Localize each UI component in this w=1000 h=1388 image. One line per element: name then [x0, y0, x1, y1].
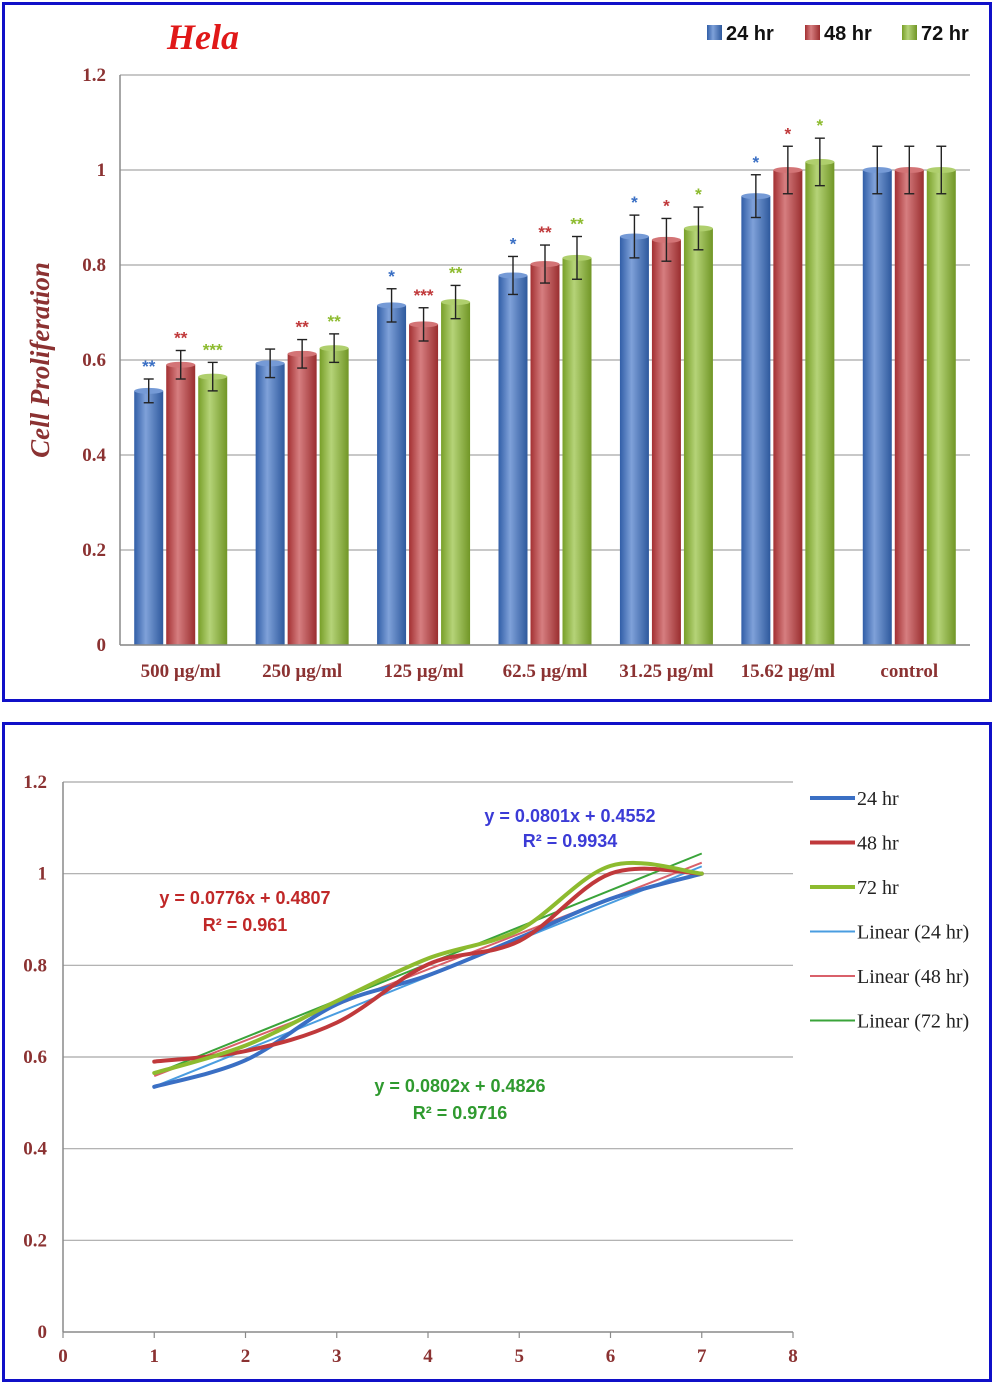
x-tick-label: 31.25 µg/ml [619, 661, 713, 682]
bar [166, 364, 196, 645]
legend-label: Linear (72 hr) [857, 1011, 969, 1033]
significance-marker: * [631, 193, 638, 212]
x-tick-label: 250 µg/ml [262, 661, 342, 682]
legend-label: 48 hr [824, 23, 872, 45]
bar [741, 196, 771, 645]
significance-marker: * [753, 153, 760, 172]
y-tick-label: 0 [38, 1322, 48, 1343]
legend-swatch [707, 25, 722, 40]
legend-label: Linear (24 hr) [857, 922, 969, 944]
bar [562, 257, 592, 645]
bar [409, 324, 439, 645]
bar [862, 170, 892, 645]
significance-marker: * [388, 267, 395, 286]
significance-marker: * [695, 185, 702, 204]
y-tick-label: 1.2 [23, 772, 47, 793]
y-tick-label: 0.6 [82, 350, 106, 371]
significance-marker: ** [449, 263, 463, 282]
bar [319, 348, 349, 645]
y-tick-label: 0.8 [82, 255, 106, 276]
x-tick-label: 62.5 µg/ml [503, 661, 588, 682]
y-tick-label: 1 [38, 864, 48, 885]
bar [377, 305, 407, 645]
bar [134, 390, 164, 645]
x-tick-label: 6 [606, 1346, 616, 1367]
bar [773, 170, 803, 645]
line-chart-panel: 0 0.2 0.4 0.6 0.8 1 1.2 0 1 2 3 4 5 6 7 8 y = 0.0801x + … [2, 722, 992, 1382]
y-tick-label: 1.2 [82, 65, 106, 86]
bar [805, 161, 835, 646]
legend-swatch [902, 25, 917, 40]
series-line [152, 866, 704, 1064]
line-chart: 0 0.2 0.4 0.6 0.8 1 1.2 0 1 2 3 4 5 6 7 8 y = 0.0801x + … [23, 772, 969, 1367]
legend-label: Linear (48 hr) [857, 966, 969, 988]
x-tick-label: 5 [515, 1346, 525, 1367]
bar [255, 363, 285, 645]
bar-chart: 0 0.2 0.4 0.6 0.8 1 1.2 Cell Proliferation Hela 2… [25, 17, 970, 682]
significance-marker: * [785, 124, 792, 143]
trendline-r-squared: R² = 0.9934 [523, 831, 618, 851]
x-tick-label: 500 µg/ml [141, 661, 221, 682]
x-tick-label: 8 [788, 1346, 798, 1367]
series-line [152, 860, 704, 1076]
x-tick-label: 0 [58, 1346, 68, 1367]
bar [926, 170, 956, 645]
x-tick-label: 3 [332, 1346, 342, 1367]
significance-marker: ** [174, 329, 188, 348]
bar [683, 228, 713, 646]
y-tick-label: 1 [97, 160, 107, 181]
y-tick-label: 0.2 [23, 1230, 47, 1251]
significance-marker: ** [570, 215, 584, 234]
trendline-equation: y = 0.0801x + 0.4552 [484, 806, 655, 826]
x-tick-label: 125 µg/ml [384, 661, 464, 682]
series-line [152, 871, 704, 1089]
x-tick-label: 15.62 µg/ml [741, 661, 835, 682]
x-tick-label: control [880, 661, 938, 682]
y-tick-label: 0.4 [82, 445, 106, 466]
bar-chart-panel: 0 0.2 0.4 0.6 0.8 1 1.2 Cell Proliferation Hela 2… [2, 2, 992, 702]
legend-label: 48 hr [857, 833, 899, 855]
bar [651, 239, 681, 645]
y-tick-label: 0.2 [82, 540, 106, 561]
trendline-r-squared: R² = 0.9716 [413, 1103, 508, 1123]
significance-marker: ** [538, 223, 552, 242]
bar [198, 376, 228, 645]
x-tick-label: 4 [423, 1346, 433, 1367]
legend-label: 72 hr [857, 877, 899, 899]
legend-label: 72 hr [921, 23, 969, 45]
x-tick-label: 2 [241, 1346, 251, 1367]
y-axis-title: Cell Proliferation [25, 262, 55, 458]
significance-marker: *** [414, 286, 434, 305]
significance-marker: * [817, 116, 824, 135]
y-tick-label: 0 [97, 635, 107, 656]
significance-marker: ** [142, 357, 156, 376]
significance-marker: ** [296, 318, 310, 337]
y-tick-label: 0.4 [23, 1139, 47, 1160]
bar [894, 170, 924, 645]
trendline-equation: y = 0.0776x + 0.4807 [159, 888, 330, 908]
significance-marker: * [663, 196, 670, 215]
y-tick-label: 0.8 [23, 955, 47, 976]
significance-marker: ** [328, 312, 342, 331]
significance-marker: *** [203, 340, 223, 359]
chart-title: Hela [166, 17, 239, 57]
trendline-r-squared: R² = 0.961 [203, 915, 288, 935]
bar [441, 302, 471, 645]
bar [530, 264, 560, 645]
significance-marker: * [510, 234, 517, 253]
legend-label: 24 hr [857, 788, 899, 810]
x-tick-label: 7 [697, 1346, 707, 1367]
bar [619, 236, 649, 645]
x-tick-label: 1 [150, 1346, 160, 1367]
bar [498, 275, 528, 645]
trendline-equation: y = 0.0802x + 0.4826 [374, 1076, 545, 1096]
legend-swatch [805, 25, 820, 40]
y-tick-label: 0.6 [23, 1047, 47, 1068]
legend-label: 24 hr [726, 23, 774, 45]
bar [287, 353, 317, 645]
